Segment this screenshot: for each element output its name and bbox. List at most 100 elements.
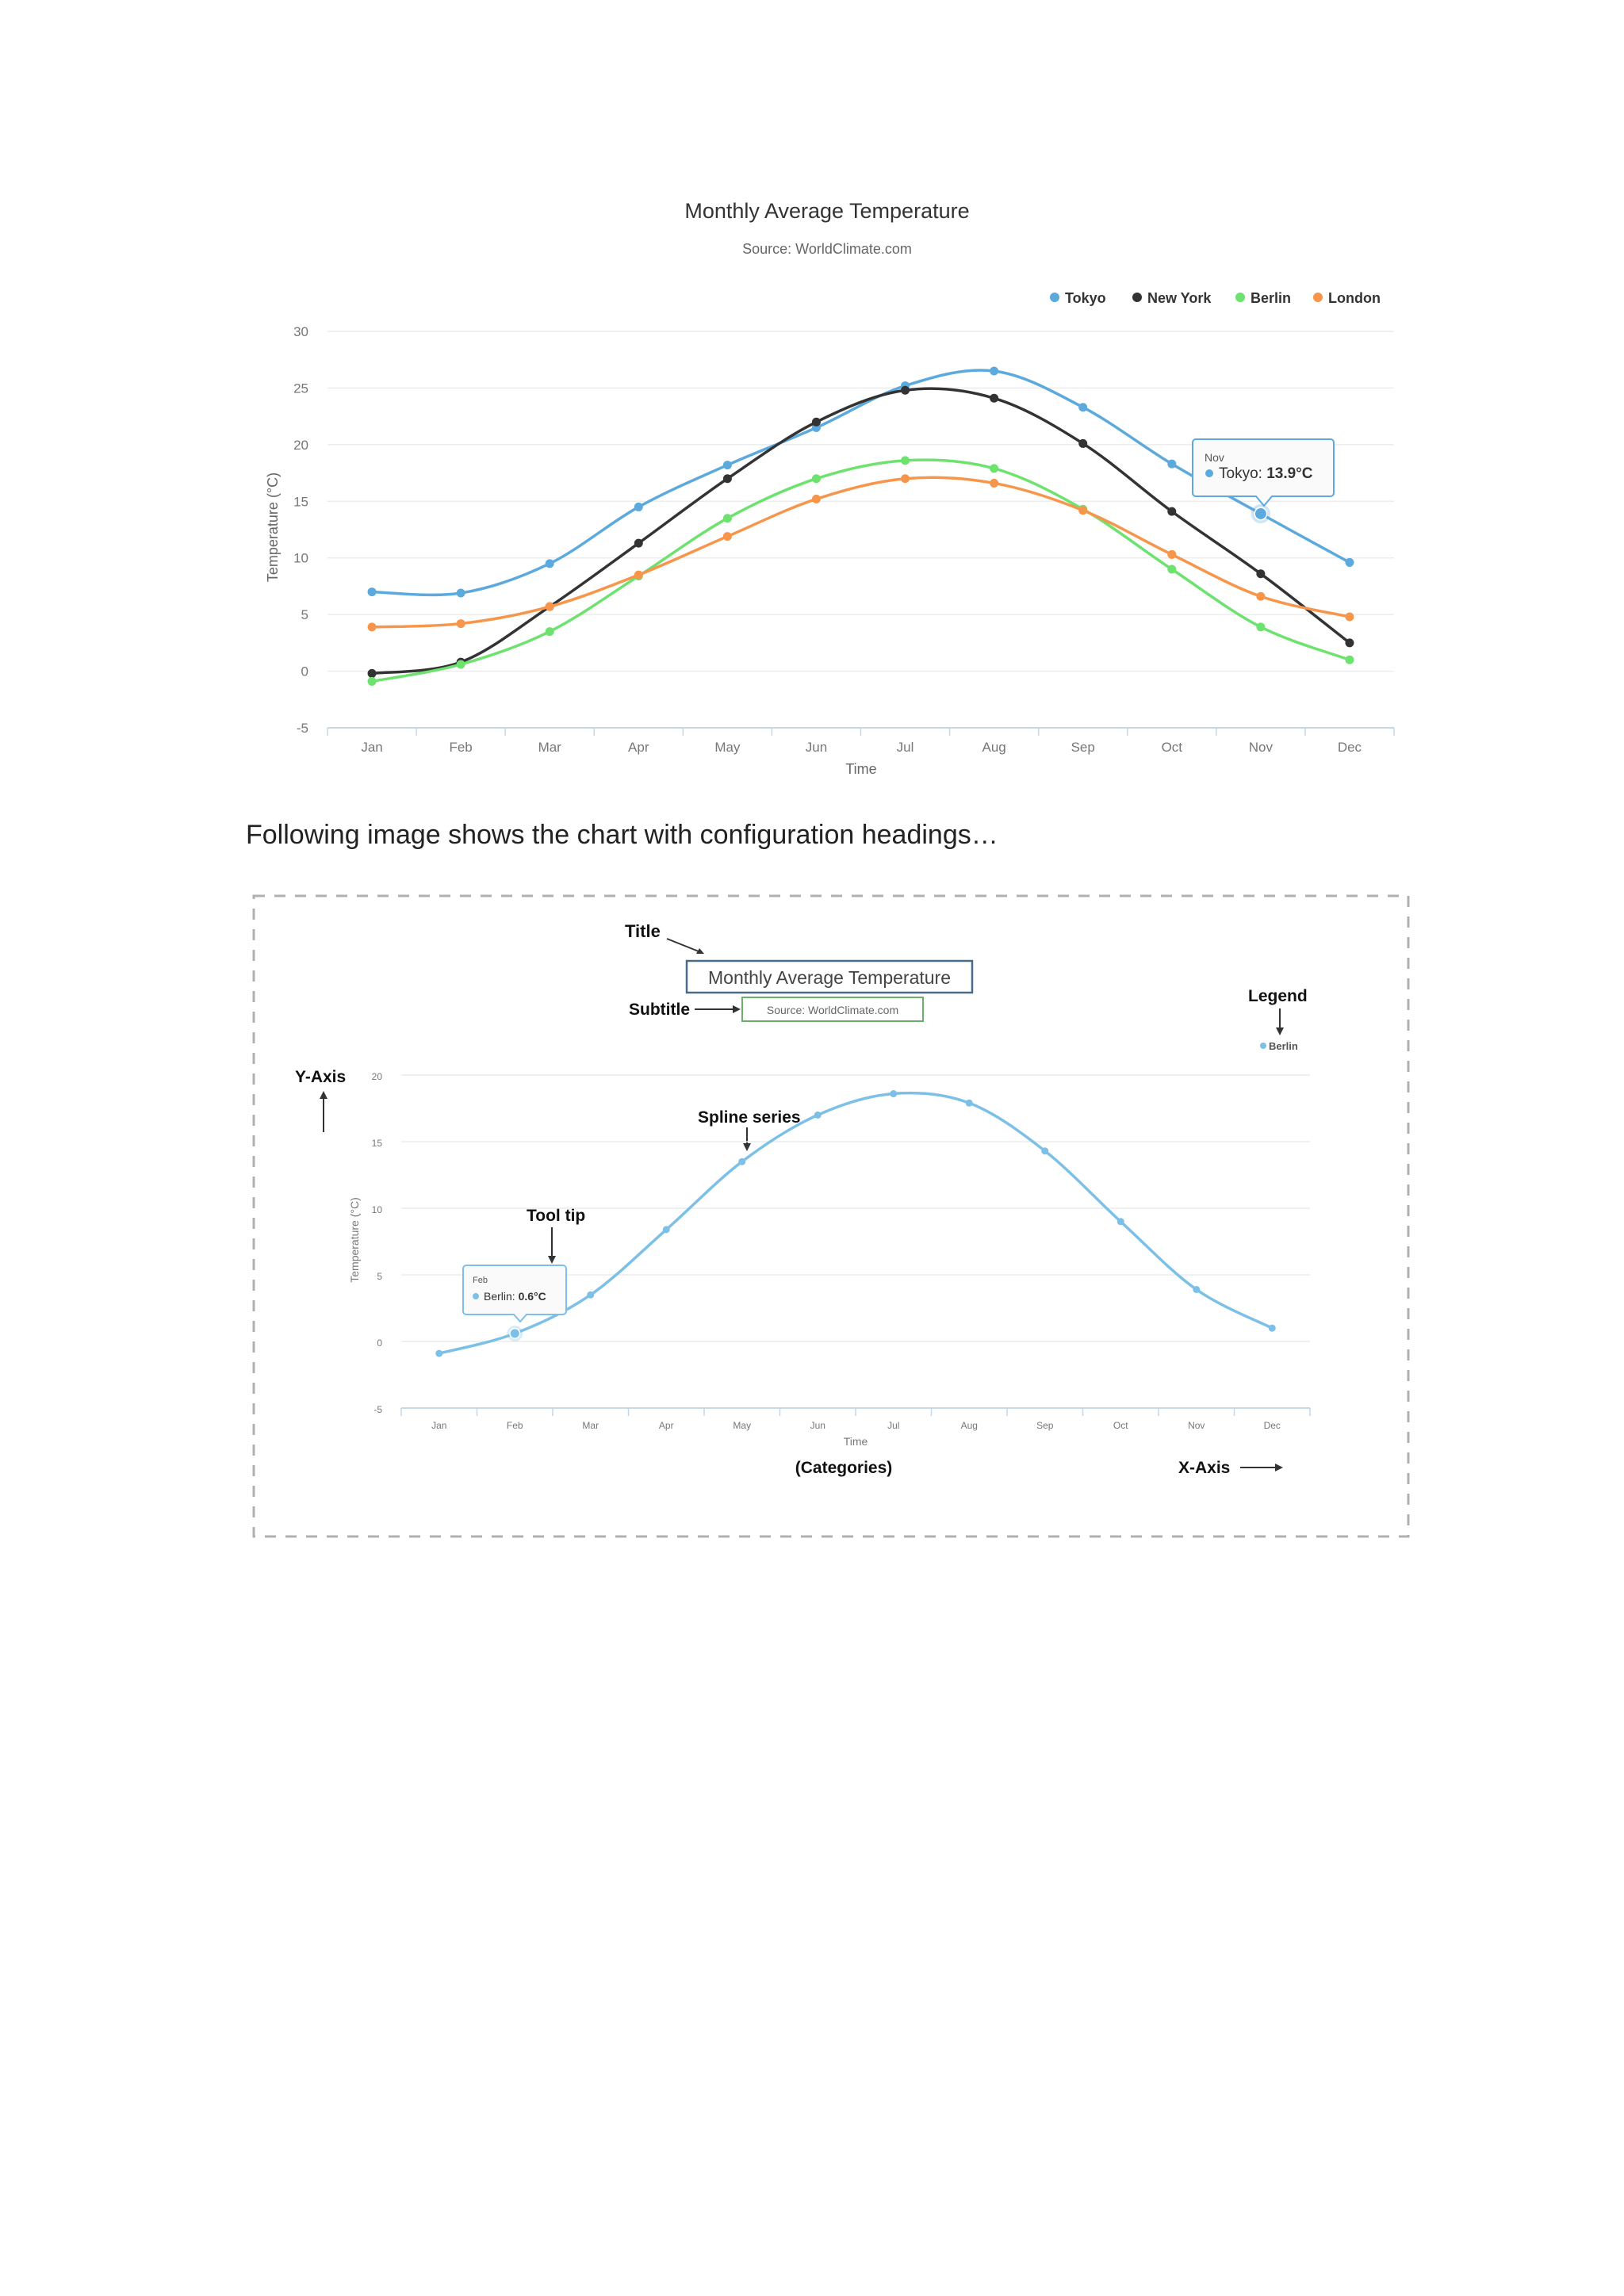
x-axis: Jan Feb Mar Apr May Jun Jul Aug Sep Oct Nov Dec <box>400 1408 1311 1431</box>
x-tick-label: Dec <box>1338 740 1362 755</box>
x-tick-label: Nov <box>1188 1420 1205 1431</box>
data-point-tokyo-sep[interactable] <box>1078 403 1088 412</box>
data-point-berlin-jul[interactable] <box>901 456 910 465</box>
data-point-berlin-aug[interactable] <box>965 1099 973 1107</box>
data-point-tokyo-dec[interactable] <box>1345 557 1354 567</box>
data-point-berlin-nov[interactable] <box>1193 1285 1201 1293</box>
data-point-tokyo-feb[interactable] <box>456 588 465 598</box>
hover-point[interactable] <box>1254 507 1268 521</box>
data-point-berlin-aug[interactable] <box>990 464 999 473</box>
data-point-new-york-dec[interactable] <box>1345 638 1354 648</box>
y-tick-label: 15 <box>372 1138 383 1149</box>
data-point-new-york-apr[interactable] <box>634 538 643 548</box>
data-point-london-jul[interactable] <box>901 474 910 484</box>
title-box <box>685 959 974 994</box>
x-tick-label: Nov <box>1249 740 1274 755</box>
data-point-tokyo-may[interactable] <box>722 461 732 470</box>
y-tick-label: 5 <box>377 1271 382 1282</box>
x-tick-label: Mar <box>538 740 562 755</box>
x-tick-label: Dec <box>1264 1420 1281 1431</box>
data-point-london-oct[interactable] <box>1167 549 1177 559</box>
data-point-tokyo-aug[interactable] <box>990 366 999 376</box>
tooltip-marker <box>1205 469 1213 477</box>
series-line-new-york[interactable] <box>371 387 1351 675</box>
data-point-new-york-oct[interactable] <box>1167 507 1177 516</box>
data-point-london-mar[interactable] <box>545 602 554 611</box>
data-point-new-york-sep[interactable] <box>1078 438 1088 448</box>
data-point-tokyo-jan[interactable] <box>367 587 377 597</box>
annotation-legend: Legend <box>1248 987 1308 1005</box>
data-point-berlin-dec[interactable] <box>1268 1324 1276 1332</box>
temperature-chart: Monthly Average Temperature Source: Worl… <box>265 199 1395 777</box>
data-point-berlin-dec[interactable] <box>1345 655 1354 664</box>
tooltip-series-label: Tokyo: 13.9°C <box>1219 465 1313 482</box>
series-line-london[interactable] <box>371 476 1350 629</box>
y-tick-label: 10 <box>293 551 308 566</box>
legend-item-berlin[interactable]: Berlin <box>1269 1040 1298 1052</box>
arrowhead-icon <box>320 1091 327 1099</box>
annotation-categories: (Categories) <box>795 1459 893 1477</box>
data-point-london-apr[interactable] <box>634 570 643 580</box>
legend-item-new-york[interactable]: New York <box>1147 290 1212 306</box>
tooltip-value: 13.9°C <box>1266 465 1313 482</box>
data-point-london-nov[interactable] <box>1256 591 1266 601</box>
data-point-tokyo-oct[interactable] <box>1167 459 1177 469</box>
data-point-london-jun[interactable] <box>811 494 821 503</box>
subtitle-box <box>741 997 924 1022</box>
data-point-new-york-aug[interactable] <box>990 393 999 403</box>
data-point-berlin-mar[interactable] <box>545 627 554 637</box>
x-tick-label: Feb <box>449 740 472 755</box>
data-point-london-jan[interactable] <box>367 622 377 632</box>
data-point-berlin-oct[interactable] <box>1167 564 1177 574</box>
y-tick-label: 20 <box>372 1071 383 1082</box>
y-tick-label: 25 <box>293 381 308 396</box>
arrowhead-icon <box>743 1143 751 1151</box>
x-tick-label: May <box>714 740 741 755</box>
x-tick-label: Aug <box>982 740 1006 755</box>
tooltip: Feb Berlin: 0.6°C <box>462 1265 567 1323</box>
legend-item-berlin[interactable]: Berlin <box>1251 290 1291 306</box>
data-point-berlin-jun[interactable] <box>811 474 821 484</box>
legend-item-tokyo[interactable]: Tokyo <box>1065 290 1106 306</box>
chart-subtitle: Source: WorldClimate.com <box>742 241 912 257</box>
data-point-tokyo-mar[interactable] <box>545 559 554 568</box>
annotation-tooltip: Tool tip <box>527 1207 585 1225</box>
data-point-london-may[interactable] <box>722 532 732 541</box>
data-point-berlin-apr[interactable] <box>662 1226 670 1234</box>
y-axis-title: Temperature (°C) <box>265 473 281 582</box>
data-point-new-york-may[interactable] <box>722 474 732 484</box>
data-point-london-feb[interactable] <box>456 619 465 629</box>
data-point-berlin-jan[interactable] <box>435 1349 443 1357</box>
legend[interactable]: Berlin <box>1260 1040 1298 1052</box>
annotation-subtitle: Subtitle <box>629 1001 690 1019</box>
data-point-tokyo-apr[interactable] <box>634 502 643 511</box>
annotation-title: Title <box>625 921 661 941</box>
data-point-berlin-jul[interactable] <box>890 1090 898 1098</box>
y-tick-label: 15 <box>293 494 308 509</box>
hover-point[interactable] <box>509 1327 521 1339</box>
data-point-berlin-jan[interactable] <box>367 676 377 686</box>
y-tick-label: 20 <box>293 438 308 453</box>
data-point-berlin-feb[interactable] <box>456 660 465 669</box>
data-point-berlin-nov[interactable] <box>1256 622 1266 632</box>
data-point-berlin-oct[interactable] <box>1116 1218 1124 1226</box>
data-point-berlin-sep[interactable] <box>1041 1147 1049 1155</box>
data-point-new-york-nov[interactable] <box>1256 569 1266 579</box>
data-point-berlin-may[interactable] <box>722 514 732 523</box>
data-point-london-sep[interactable] <box>1078 506 1088 515</box>
annotation-y-axis: Y-Axis <box>295 1068 346 1086</box>
y-axis: -5 0 5 10 15 20 <box>372 1071 383 1415</box>
data-point-new-york-jan[interactable] <box>367 668 377 678</box>
data-point-berlin-mar[interactable] <box>587 1291 595 1299</box>
data-point-new-york-jul[interactable] <box>901 385 910 395</box>
y-tick-label: 0 <box>377 1337 382 1349</box>
data-point-new-york-jun[interactable] <box>811 417 821 427</box>
y-tick-label: 5 <box>301 607 308 622</box>
data-point-london-dec[interactable] <box>1345 612 1354 622</box>
arrowhead-icon <box>1275 1464 1283 1471</box>
data-point-berlin-may[interactable] <box>738 1158 746 1165</box>
legend[interactable]: Tokyo New York Berlin London <box>1050 290 1381 306</box>
legend-item-london[interactable]: London <box>1328 290 1381 306</box>
data-point-berlin-jun[interactable] <box>814 1111 822 1119</box>
data-point-london-aug[interactable] <box>990 478 999 488</box>
